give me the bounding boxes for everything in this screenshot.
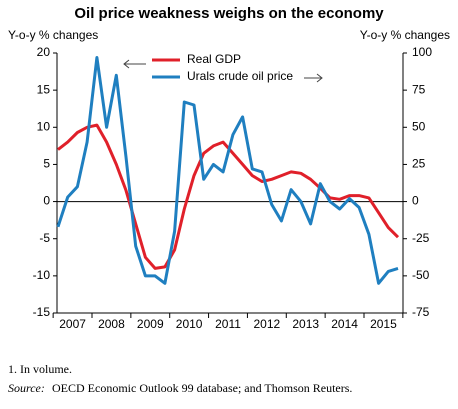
y2-tick-label: -25	[412, 231, 430, 245]
x-tick-label: 2014	[331, 317, 358, 331]
y2-tick-label: 100	[412, 45, 432, 59]
y-tick-label: 15	[37, 82, 51, 96]
x-tick-label: 2008	[98, 317, 125, 331]
y-tick-label: 0	[43, 194, 50, 208]
y2-tick-label: 50	[412, 119, 426, 133]
y2-tick-label: 25	[412, 157, 426, 171]
y-axis-label: Y-o-y % changes	[8, 28, 98, 42]
source-text: OECD Economic Outlook 99 database; and T…	[52, 381, 352, 395]
y-tick-label: 20	[37, 45, 51, 59]
chart-title: Oil price weakness weighs on the economy	[74, 5, 384, 22]
y2-tick-label: -75	[412, 305, 430, 319]
x-tick-label: 2013	[292, 317, 319, 331]
series-line	[56, 56, 399, 285]
y-tick-label: -10	[33, 268, 51, 282]
y2-axis-label: Y-o-y % changes	[360, 28, 450, 42]
legend-label: Real GDP	[187, 52, 241, 66]
series-line	[57, 123, 400, 270]
x-tick-label: 2011	[215, 317, 241, 331]
y-tick-label: -5	[39, 231, 50, 245]
y2-tick-label: -50	[412, 268, 430, 282]
x-tick-label: 2015	[370, 317, 397, 331]
footnote: 1. In volume.	[8, 362, 72, 376]
y-tick-label: 10	[37, 119, 51, 133]
y-tick-label: 5	[43, 157, 50, 171]
x-tick-label: 2007	[59, 317, 86, 331]
x-tick-label: 2009	[137, 317, 164, 331]
legend-label: Urals crude oil price	[187, 69, 293, 83]
arrows	[123, 59, 323, 83]
source-label: Source:	[8, 381, 45, 395]
y-tick-label: -15	[33, 305, 51, 319]
x-tick-label: 2012	[254, 317, 281, 331]
y2-tick-label: 0	[412, 194, 419, 208]
x-tick-label: 2010	[176, 317, 203, 331]
y2-tick-label: 75	[412, 82, 426, 96]
